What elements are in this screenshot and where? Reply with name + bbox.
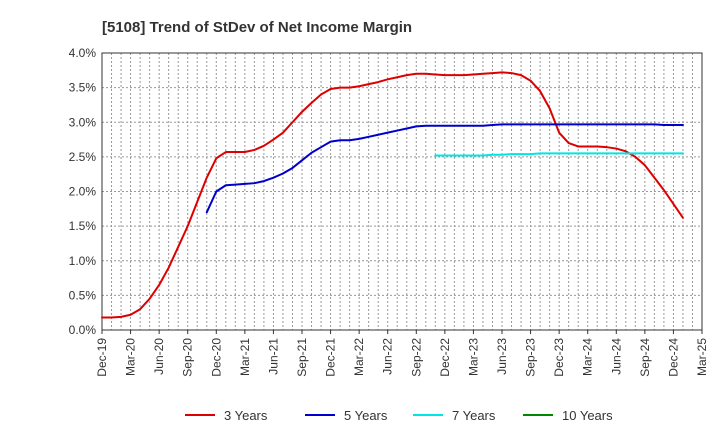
y-tick-label: 4.0% bbox=[69, 46, 97, 60]
plot-border bbox=[101, 52, 703, 331]
x-tick-label: Mar-22 bbox=[352, 338, 366, 376]
x-tick-label: Sep-21 bbox=[295, 338, 309, 377]
series-line-7-years bbox=[434, 152, 684, 157]
x-tick-label: Sep-24 bbox=[638, 338, 652, 377]
x-tick-label: Mar-24 bbox=[581, 338, 595, 376]
x-tick-label: Dec-19 bbox=[95, 338, 109, 377]
legend: 3 Years 5 Years 7 Years 10 Years bbox=[185, 408, 613, 423]
series-line-3-years bbox=[101, 71, 684, 319]
x-tick-label: Mar-20 bbox=[124, 338, 138, 376]
y-tick-label: 0.0% bbox=[69, 323, 97, 337]
y-tick-label: 3.5% bbox=[69, 81, 97, 95]
x-tick-label: Jun-23 bbox=[495, 338, 509, 375]
x-tick-label: Dec-22 bbox=[438, 338, 452, 377]
legend-label-7-years: 7 Years bbox=[452, 408, 496, 423]
legend-label-3-years: 3 Years bbox=[224, 408, 268, 423]
x-tick-label: Jun-22 bbox=[381, 338, 395, 375]
x-tick-label: Dec-24 bbox=[666, 338, 680, 377]
legend-label-5-years: 5 Years bbox=[344, 408, 388, 423]
x-tick-label: Dec-20 bbox=[209, 338, 223, 377]
x-tick-label: Jun-20 bbox=[152, 338, 166, 375]
x-tick-label: Dec-23 bbox=[552, 338, 566, 377]
y-tick-label: 0.5% bbox=[69, 288, 97, 302]
y-tick-label: 1.5% bbox=[69, 219, 97, 233]
chart-title: [5108] Trend of StDev of Net Income Marg… bbox=[102, 19, 412, 36]
axes: 0.0% 0.5% 1.0% 1.5% 2.0% 2.5% 3.0% 3.5% 4.0% Dec-… bbox=[69, 46, 709, 377]
x-tick-label: Sep-22 bbox=[409, 338, 423, 377]
y-tick-label: 2.0% bbox=[69, 185, 97, 199]
x-tick-label: Sep-23 bbox=[524, 338, 538, 377]
x-tick-label: Mar-21 bbox=[238, 338, 252, 376]
x-tick-label: Jun-21 bbox=[266, 338, 280, 375]
y-tick-label: 1.0% bbox=[69, 254, 97, 268]
grid bbox=[102, 53, 702, 330]
x-tick-label: Dec-21 bbox=[324, 338, 338, 377]
y-tick-label: 2.5% bbox=[69, 150, 97, 164]
legend-label-10-years: 10 Years bbox=[562, 408, 613, 423]
series-line-5-years bbox=[205, 123, 684, 214]
y-tick-label: 3.0% bbox=[69, 115, 97, 129]
x-tick-label: Jun-24 bbox=[609, 338, 623, 375]
x-tick-label: Sep-20 bbox=[181, 338, 195, 377]
series-group bbox=[101, 71, 684, 319]
x-tick-label: Mar-23 bbox=[466, 338, 480, 376]
x-tick-label: Mar-25 bbox=[695, 338, 709, 376]
